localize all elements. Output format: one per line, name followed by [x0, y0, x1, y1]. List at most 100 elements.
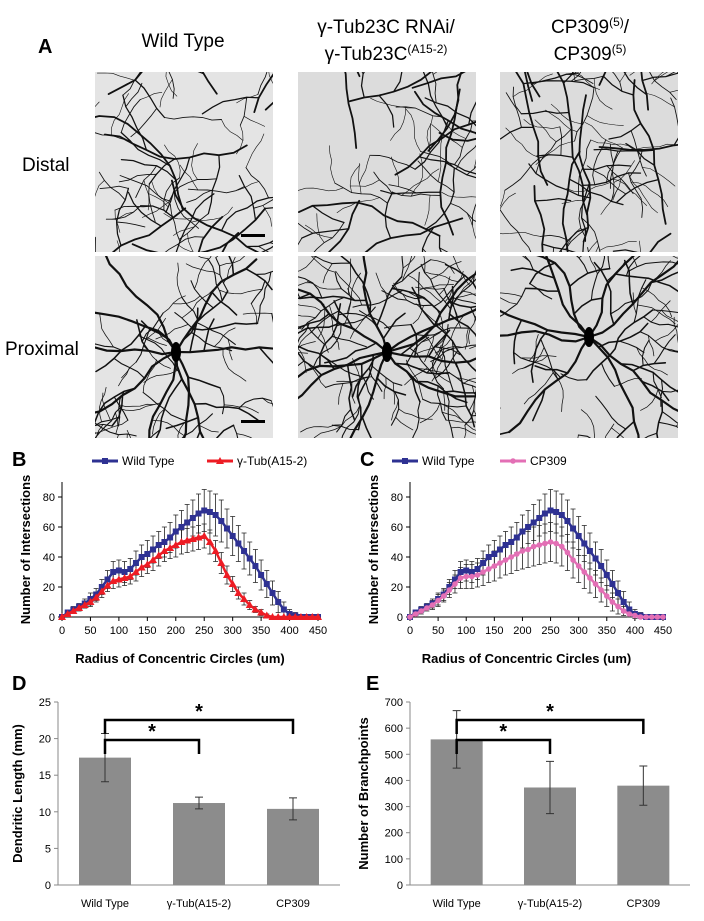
dendrite	[653, 1, 660, 23]
dendrite	[489, 7, 533, 26]
dendrite	[175, 20, 197, 26]
marker	[104, 576, 111, 583]
dendrite	[336, 408, 352, 433]
dendrite	[434, 345, 463, 354]
dendrite	[89, 432, 103, 483]
dendrite	[654, 324, 678, 342]
marker	[137, 563, 146, 571]
significance-label: *	[195, 701, 203, 723]
dendrite	[258, 346, 273, 364]
dendrite	[501, 39, 547, 52]
bar	[173, 803, 225, 885]
dendrite	[425, 167, 455, 230]
dendrite	[330, 481, 347, 501]
dendrite	[640, 388, 659, 411]
marker	[150, 546, 157, 553]
dendrite	[573, 297, 604, 315]
dendrite	[72, 426, 94, 444]
dendrite	[381, 290, 433, 307]
marker	[485, 566, 492, 572]
dendrite	[448, 300, 476, 309]
marker	[592, 555, 599, 562]
dendrite	[143, 370, 178, 383]
dendrite	[625, 256, 641, 277]
dendrite	[526, 72, 541, 98]
dendrite	[313, 425, 342, 438]
dendrite	[298, 187, 344, 192]
marker	[536, 515, 543, 521]
dendrite	[221, 232, 240, 252]
marker	[102, 458, 108, 464]
dendrite	[298, 322, 310, 344]
dendrite	[253, 199, 273, 209]
dendrite	[574, 87, 595, 142]
dendrite	[95, 180, 105, 197]
dendrite	[369, 154, 416, 170]
marker	[480, 569, 486, 575]
marker	[144, 551, 151, 557]
dendrite	[590, 139, 635, 151]
dendrite	[140, 205, 175, 219]
dendrite	[215, 424, 235, 438]
dendrite	[95, 346, 178, 356]
marker	[252, 563, 259, 569]
dendrite	[44, 29, 92, 34]
dendrite	[441, 411, 476, 431]
marker	[587, 575, 593, 581]
dendrite	[113, 357, 145, 379]
legend-label: CP309	[530, 454, 567, 468]
dendrite	[632, 256, 638, 268]
marker	[245, 601, 254, 608]
dendrite	[418, 156, 476, 175]
dendrite	[95, 432, 100, 434]
marker	[205, 538, 214, 545]
dendrite	[119, 509, 146, 517]
dendrite	[644, 432, 658, 438]
dendrite	[658, 8, 669, 54]
dendrite	[463, 377, 476, 384]
dendrite	[608, 122, 642, 140]
soma	[171, 342, 181, 362]
significance-bracket	[103, 718, 295, 734]
dendrite	[470, 306, 476, 322]
dendrite	[143, 345, 171, 369]
marker	[132, 560, 139, 566]
dendrite	[232, 424, 239, 438]
dendrite	[135, 165, 158, 198]
dendrite	[349, 179, 380, 187]
dendrite	[95, 422, 137, 437]
dendrite	[149, 444, 204, 448]
dendrite	[479, 260, 492, 293]
dendrite	[373, 171, 393, 195]
marker	[592, 581, 599, 587]
marker	[547, 507, 554, 514]
dendrite	[351, 382, 356, 404]
dendrite	[587, 335, 678, 412]
dendrite	[346, 364, 356, 421]
dendrite	[371, 365, 403, 386]
dendrite	[616, 420, 635, 438]
dendrite	[500, 208, 532, 252]
dendrite	[228, 256, 235, 276]
dendrite	[236, 94, 259, 104]
row-label: Proximal	[5, 339, 79, 360]
dendrite	[619, 340, 645, 354]
y-tick-label: 700	[385, 697, 403, 709]
dendrite	[607, 256, 611, 270]
dendrite	[582, 172, 642, 187]
dendrite	[360, 72, 365, 99]
dendrite	[280, 191, 292, 237]
dendrite	[298, 276, 323, 299]
marker	[598, 563, 605, 569]
dendrite	[189, 307, 199, 353]
dendrite	[524, 256, 534, 271]
dendrite	[245, 240, 273, 248]
dendrite	[390, 391, 400, 426]
dendrite	[500, 287, 527, 317]
dendrite	[222, 347, 247, 382]
dendrite	[10, 0, 13, 13]
dendrite	[95, 343, 123, 351]
dendrite	[213, 10, 220, 32]
dendrite	[422, 398, 467, 408]
dendrite	[75, 426, 94, 463]
